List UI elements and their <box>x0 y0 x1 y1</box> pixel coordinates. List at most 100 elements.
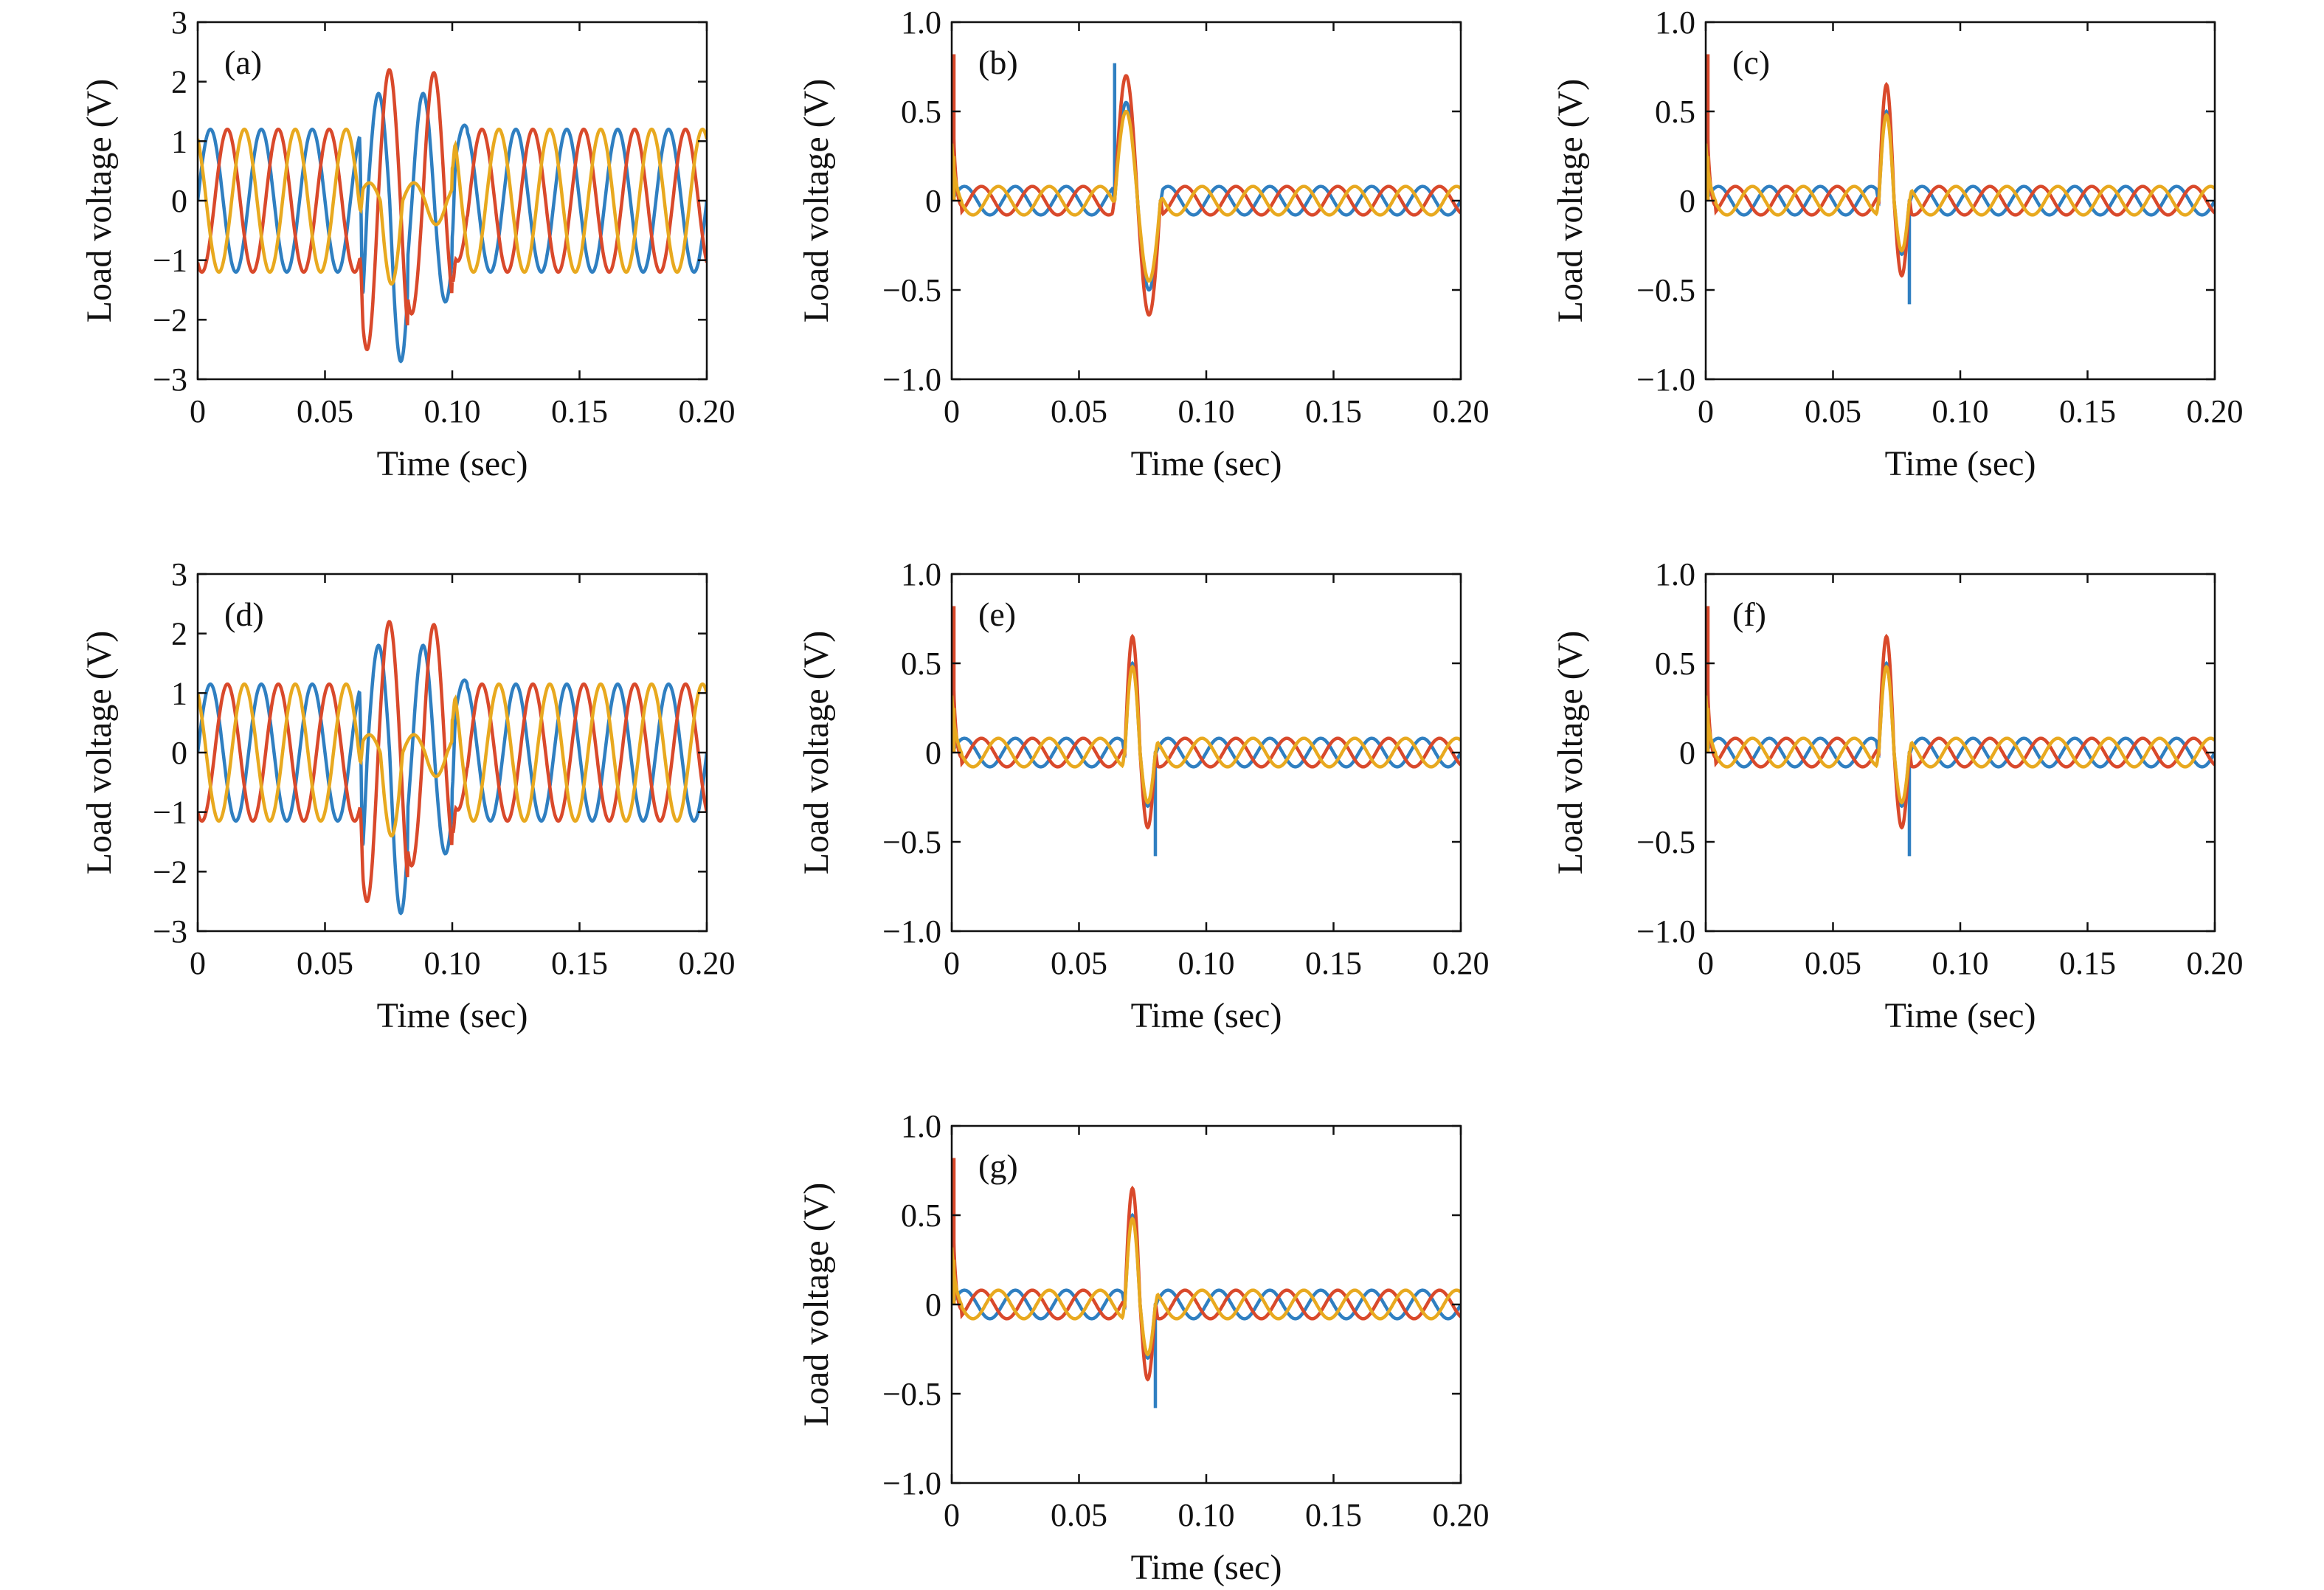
panel-label: (g) <box>978 1147 1018 1185</box>
x-tick-label: 0.10 <box>1178 393 1235 429</box>
x-tick-label: 0.15 <box>2059 393 2116 429</box>
y-tick-label: 1.0 <box>901 1108 941 1144</box>
y-tick-label: −1.0 <box>882 913 941 950</box>
panel-label: (f) <box>1732 595 1766 633</box>
x-tick-label: 0.05 <box>1805 945 1861 981</box>
x-tick-label: 0.15 <box>551 393 608 429</box>
y-tick-label: 0.5 <box>1655 94 1695 130</box>
y-tick-label: −0.5 <box>1636 272 1695 308</box>
panel-g: 0 0.05 0.10 0.15 0.20 −1.0 −0.5 0 0.5 1.0 Time (se… <box>797 1108 1490 1587</box>
x-tick-label: 0 <box>1698 393 1714 429</box>
y-axis-label: Load voltage (V) <box>1551 79 1590 323</box>
x-tick-label: 0.10 <box>424 393 481 429</box>
series-line-2 <box>1706 618 2215 830</box>
series-line-1 <box>952 1212 1461 1361</box>
y-tick-label: −2 <box>153 854 187 890</box>
y-tick-label: −0.5 <box>882 824 941 860</box>
panel-f: 0 0.05 0.10 0.15 0.20 −1.0 −0.5 0 0.5 1.0 Time (se… <box>1551 556 2244 1035</box>
x-tick-label: 0.05 <box>1051 393 1107 429</box>
x-axis-label: Time (sec) <box>1131 996 1282 1035</box>
y-tick-label: 0 <box>171 183 187 219</box>
y-tick-label: −2 <box>153 302 187 338</box>
y-tick-label: −0.5 <box>882 1376 941 1412</box>
y-axis-label: Load voltage (V) <box>80 631 119 875</box>
y-tick-label: 1 <box>171 675 187 711</box>
series-line-1 <box>1706 660 2215 809</box>
x-tick-label: 0.05 <box>1051 1497 1107 1533</box>
y-tick-label: −1 <box>153 243 187 279</box>
y-tick-label: 1.0 <box>1655 556 1695 592</box>
series-line-3 <box>952 664 1461 805</box>
x-tick-label: 0 <box>1698 945 1714 981</box>
y-tick-label: 1.0 <box>1655 4 1695 41</box>
y-tick-label: 1.0 <box>901 556 941 592</box>
x-tick-label: 0.10 <box>1932 945 1989 981</box>
panel-label: (b) <box>978 44 1018 81</box>
series-line-3 <box>1706 664 2215 805</box>
y-tick-label: 0.5 <box>901 1197 941 1234</box>
y-tick-label: 0 <box>1679 183 1695 219</box>
y-tick-label: 0 <box>925 183 941 219</box>
y-tick-label: −3 <box>153 362 187 398</box>
series-line-1 <box>198 91 707 364</box>
y-axis-label: Load voltage (V) <box>80 79 119 323</box>
x-tick-label: 0.15 <box>551 945 608 981</box>
series-line-3 <box>1706 112 2215 253</box>
x-tick-label: 0 <box>944 945 960 981</box>
x-tick-label: 0.15 <box>1305 1497 1362 1533</box>
y-tick-label: −1.0 <box>882 1465 941 1501</box>
series-line-2 <box>952 66 1461 317</box>
y-tick-label: 2 <box>171 616 187 652</box>
panel-label: (c) <box>1732 44 1770 81</box>
y-tick-label: −1.0 <box>1636 362 1695 398</box>
series-line-3 <box>198 127 707 286</box>
y-tick-label: 3 <box>171 556 187 592</box>
x-tick-label: 0.15 <box>2059 945 2116 981</box>
series-line-1 <box>198 643 707 916</box>
series-line-1 <box>1706 108 2215 257</box>
x-tick-label: 0.20 <box>2187 393 2244 429</box>
x-tick-label: 0.20 <box>679 945 736 981</box>
panel-d: 0 0.05 0.10 0.15 0.20 −3 −2 −1 0 1 2 3 Time (sec) Loa… <box>80 556 736 1035</box>
panel-label: (e) <box>978 595 1016 633</box>
series-line-2 <box>1706 66 2215 278</box>
y-tick-label: −0.5 <box>1636 824 1695 860</box>
x-axis-label: Time (sec) <box>377 996 528 1035</box>
y-tick-label: 0 <box>171 735 187 771</box>
x-axis-label: Time (sec) <box>1885 444 2036 483</box>
y-tick-label: 3 <box>171 4 187 41</box>
panel-b: 0 0.05 0.10 0.15 0.20 −1.0 −0.5 0 0.5 1.0 Time (se… <box>797 4 1490 483</box>
y-axis-label: Load voltage (V) <box>797 79 836 323</box>
x-axis-label: Time (sec) <box>377 444 528 483</box>
x-tick-label: 0.20 <box>1433 1497 1490 1533</box>
series-line-3 <box>198 682 707 838</box>
y-tick-label: −0.5 <box>882 272 941 308</box>
y-tick-label: −3 <box>153 913 187 950</box>
x-tick-label: 0.05 <box>297 945 353 981</box>
x-tick-label: 0.10 <box>1932 393 1989 429</box>
series-line-1 <box>952 100 1461 292</box>
x-axis-label: Time (sec) <box>1131 444 1282 483</box>
x-tick-label: 0.10 <box>1178 945 1235 981</box>
x-tick-label: 0.10 <box>424 945 481 981</box>
x-tick-label: 0.20 <box>1433 945 1490 981</box>
y-axis-label: Load voltage (V) <box>1551 631 1590 875</box>
x-tick-label: 0.10 <box>1178 1497 1235 1533</box>
y-axis-label: Load voltage (V) <box>797 631 836 875</box>
y-tick-label: 2 <box>171 64 187 100</box>
series-line-2 <box>952 1170 1461 1382</box>
y-tick-label: 0.5 <box>1655 646 1695 682</box>
series-line-3 <box>952 109 1461 283</box>
series-line-2 <box>198 620 707 904</box>
y-tick-label: −1 <box>153 795 187 831</box>
y-tick-label: 1 <box>171 123 187 159</box>
x-tick-label: 0.15 <box>1305 945 1362 981</box>
x-tick-label: 0 <box>190 945 206 981</box>
panel-a: 0 0.05 0.10 0.15 0.20 −3 −2 −1 0 1 2 3 Time (sec) Loa… <box>80 4 736 483</box>
x-axis-label: Time (sec) <box>1885 996 2036 1035</box>
panel-e: 0 0.05 0.10 0.15 0.20 −1.0 −0.5 0 0.5 1.0 Time (se… <box>797 556 1490 1035</box>
panel-label: (a) <box>224 44 262 81</box>
y-tick-label: −1.0 <box>1636 913 1695 950</box>
panel-label: (d) <box>224 595 264 633</box>
